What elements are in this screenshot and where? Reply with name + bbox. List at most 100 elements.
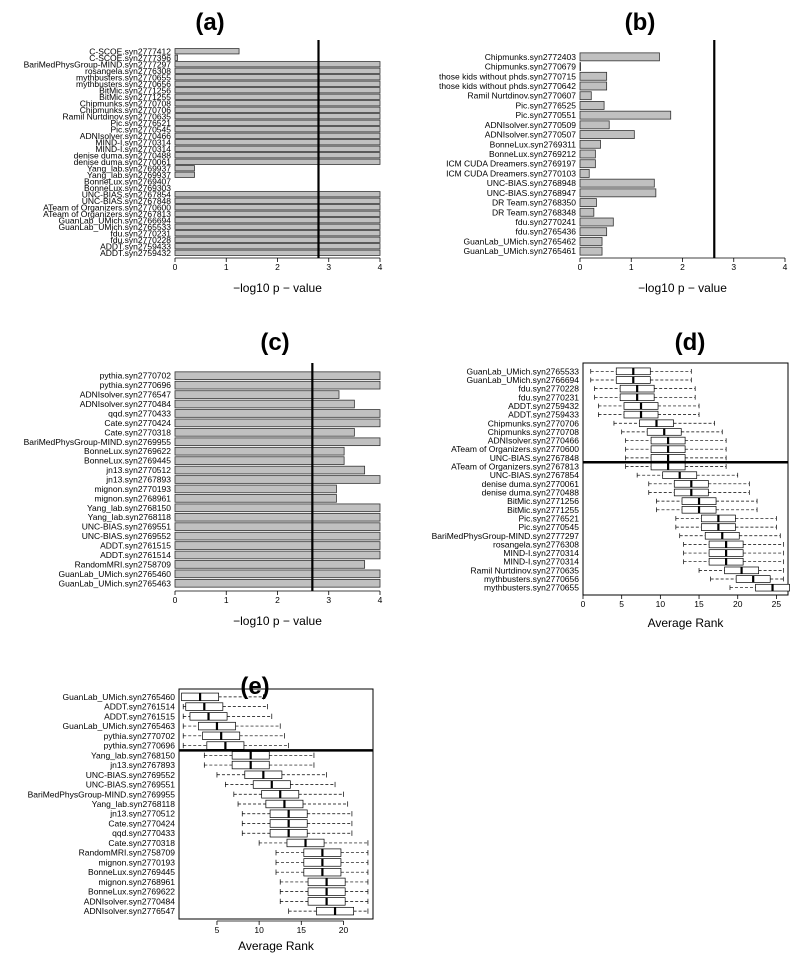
- bar: [579, 188, 657, 198]
- category-label: denise duma.syn2770061: [482, 479, 580, 489]
- category-label: GuanLab_UMich.syn2765463: [59, 578, 172, 588]
- bar: [174, 126, 381, 133]
- x-tick-label: 0: [581, 599, 586, 609]
- category-label: BonneLux.syn2769212: [489, 149, 576, 159]
- category-label: Ramil Nurtdinov.syn2770635: [62, 111, 171, 121]
- category-label: GuanLab_UMich.syn2765460: [63, 692, 176, 702]
- bar: [174, 165, 195, 172]
- category-label: BonneLux.syn2769445: [84, 456, 171, 466]
- category-label: BariMedPhysGroup-MIND.syn2777297: [432, 531, 580, 541]
- category-label: Cate.syn2770318: [104, 427, 171, 437]
- category-label: GuanLab_UMich.syn2765460: [59, 569, 172, 579]
- bar: [174, 80, 381, 87]
- bar: [174, 371, 381, 380]
- bar: [174, 236, 381, 243]
- category-label: ADDT.syn2761515: [100, 541, 171, 551]
- category-label: GuanLab_UMich.syn2765533: [59, 222, 172, 232]
- category-label: UNC-BIAS.syn2768948: [487, 178, 577, 188]
- bar: [174, 428, 355, 437]
- x-tick-label: 10: [656, 599, 666, 609]
- category-label: denise duma.syn2770488: [74, 150, 172, 160]
- x-tick-label: 0: [173, 595, 178, 605]
- x-tick-label: 15: [694, 599, 704, 609]
- x-tick-label: 0: [578, 262, 583, 272]
- category-label: BonneLux.syn2769445: [88, 867, 175, 877]
- bar: [174, 249, 381, 256]
- category-label: Yang_lab.syn2768118: [88, 512, 172, 522]
- category-label: Pic.syn2770545: [111, 124, 172, 134]
- bar: [174, 67, 381, 74]
- bar: [174, 446, 345, 456]
- bar: [579, 227, 608, 237]
- category-label: ICM CUDA Dreamers.syn2769197: [446, 159, 576, 169]
- category-label: Ramil Nurtdinov.syn2770607: [467, 91, 576, 101]
- x-tick-label: 5: [215, 925, 220, 935]
- bar: [174, 139, 381, 146]
- x-tick-label: 20: [339, 925, 349, 935]
- x-tick-label: 3: [326, 262, 331, 272]
- bar: [174, 93, 381, 100]
- bar: [579, 159, 596, 169]
- bar: [174, 210, 381, 217]
- x-tick-label: 10: [254, 925, 264, 935]
- bar: [174, 465, 366, 475]
- bar: [174, 522, 381, 531]
- category-label: ADNIsolver.syn2776547: [84, 906, 175, 916]
- category-label: GuanLab_UMich.syn2766694: [59, 215, 172, 225]
- bar: [174, 541, 381, 550]
- category-label: fdu.syn2765436: [516, 227, 577, 237]
- bar: [579, 71, 608, 81]
- category-label: jn13.syn2767893: [105, 475, 171, 485]
- bar: [174, 61, 381, 68]
- category-label: Yang_lab.syn2769937: [87, 170, 171, 180]
- category-label: ADNIsolver.syn2770484: [84, 896, 175, 906]
- category-label: Yang_lab.syn2768150: [91, 750, 175, 760]
- category-label: UNC-BIAS.syn2767854: [490, 470, 580, 480]
- bar: [174, 569, 381, 579]
- category-label: GuanLab_UMich.syn2765463: [63, 721, 176, 731]
- x-tick-label: 3: [326, 595, 331, 605]
- bar: [174, 152, 381, 159]
- category-label: BonneLux.syn2769622: [84, 446, 171, 456]
- category-label: ATeam of Organizers.syn2767813: [43, 209, 171, 219]
- bar: [174, 437, 381, 447]
- category-label: ADDT.syn2761514: [104, 702, 175, 712]
- x-tick-label: 2: [275, 595, 280, 605]
- bar: [174, 171, 195, 178]
- category-label: MIND-I.syn2770314: [503, 548, 579, 558]
- x-tick-label: 3: [731, 262, 736, 272]
- category-label: RandomMRI.syn2758709: [75, 559, 172, 569]
- x-tick-label: 15: [297, 925, 307, 935]
- category-label: mignon.syn2768961: [98, 877, 175, 887]
- x-tick-label: 2: [275, 262, 280, 272]
- x-tick-label: 1: [629, 262, 634, 272]
- bar: [174, 484, 337, 494]
- category-label: ADNIsolver.syn2776547: [80, 390, 171, 400]
- category-label: ADNIsolver.syn2770507: [485, 130, 576, 140]
- bar: [174, 475, 381, 484]
- category-label: mignon.syn2770193: [94, 484, 171, 494]
- bar: [174, 390, 340, 399]
- category-label: UNC-BIAS.syn2769551: [82, 522, 172, 532]
- plot-frame: [582, 362, 789, 596]
- bar: [174, 74, 381, 81]
- category-label: UNC-BIAS.syn2767854: [82, 189, 172, 199]
- category-label: MIND-I.syn2770314: [95, 137, 171, 147]
- category-label: Chipmunks.syn2770679: [485, 62, 576, 72]
- category-label: Chipmunks.syn2770708: [488, 427, 579, 437]
- x-tick-label: 4: [783, 262, 788, 272]
- x-tick-label: 5: [619, 599, 624, 609]
- x-axis-label: Average Rank: [648, 616, 725, 630]
- category-label: fdu.syn2770228: [519, 384, 580, 394]
- bar: [579, 120, 610, 130]
- category-label: ADDT.syn2759433: [508, 410, 579, 420]
- bar: [174, 106, 381, 113]
- bar: [579, 198, 597, 207]
- category-label: mythbusters.syn2770656: [484, 574, 579, 584]
- bar: [174, 48, 240, 55]
- bar: [579, 101, 605, 110]
- category-label: pythia.syn2770702: [100, 371, 172, 381]
- category-label: Chipmunks.syn2770708: [80, 98, 171, 108]
- bar: [579, 81, 608, 91]
- category-label: Pic.syn2770551: [516, 110, 577, 120]
